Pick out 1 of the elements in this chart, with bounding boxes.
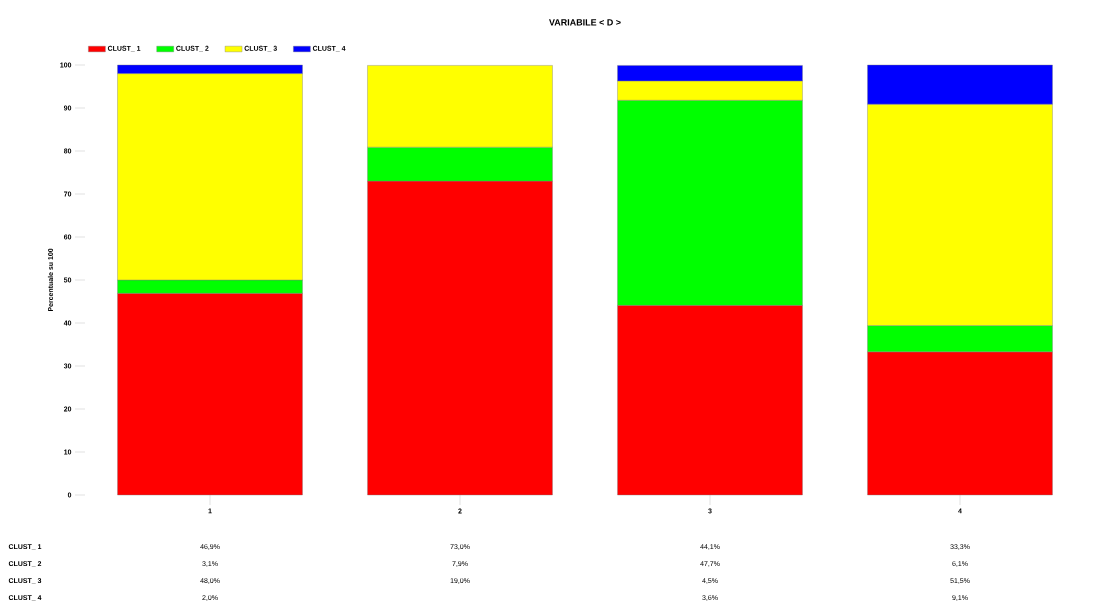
- chart-title: VARIABILE < D >: [549, 19, 621, 26]
